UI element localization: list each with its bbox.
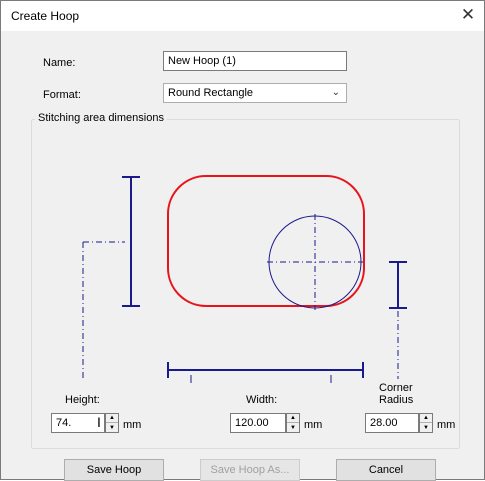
height-input[interactable]: 74.	[51, 413, 105, 433]
save-hoop-as-button[interactable]: Save Hoop As...	[200, 459, 300, 481]
format-label: Format:	[43, 89, 81, 101]
format-select[interactable]: Round Rectangle ⌄	[163, 83, 347, 103]
close-icon: ✕	[460, 5, 476, 24]
width-spinner[interactable]: ▲ ▼	[286, 413, 300, 433]
name-label: Name:	[43, 57, 76, 69]
format-selected-value: Round Rectangle	[168, 87, 254, 99]
corner-label-line2: Radius	[379, 394, 414, 406]
spin-down-arrow-icon[interactable]: ▼	[423, 424, 429, 431]
close-button[interactable]: ✕	[454, 3, 482, 27]
cancel-button[interactable]: Cancel	[336, 459, 436, 481]
corner-radius-input[interactable]: 28.00	[365, 413, 419, 433]
stitching-area-legend: Stitching area dimensions	[35, 112, 167, 124]
height-label: Height:	[65, 394, 100, 406]
save-hoop-button[interactable]: Save Hoop	[64, 459, 164, 481]
name-input[interactable]: New Hoop (1)	[163, 51, 347, 71]
spin-down-arrow-icon[interactable]: ▼	[109, 424, 115, 431]
hoop-outline	[167, 175, 365, 307]
width-label: Width:	[246, 394, 278, 406]
window-title: Create Hoop	[11, 9, 80, 23]
corner-unit: mm	[437, 419, 456, 431]
height-unit: mm	[123, 419, 142, 431]
width-input[interactable]: 120.00	[230, 413, 286, 433]
chevron-down-icon: ⌄	[331, 87, 340, 98]
stitching-area-group	[31, 119, 460, 449]
corner-radius-spinner[interactable]: ▲ ▼	[419, 413, 433, 433]
spin-up-arrow-icon[interactable]: ▲	[287, 414, 299, 423]
width-unit: mm	[304, 419, 323, 431]
spin-up-arrow-icon[interactable]: ▲	[106, 414, 118, 423]
height-spinner[interactable]: ▲ ▼	[105, 413, 119, 433]
text-cursor-icon: I	[97, 414, 101, 430]
corner-label-line1: Corner	[379, 382, 413, 394]
title-bar: Create Hoop ✕	[1, 1, 484, 31]
spin-down-arrow-icon[interactable]: ▼	[290, 424, 296, 431]
spin-up-arrow-icon[interactable]: ▲	[420, 414, 432, 423]
